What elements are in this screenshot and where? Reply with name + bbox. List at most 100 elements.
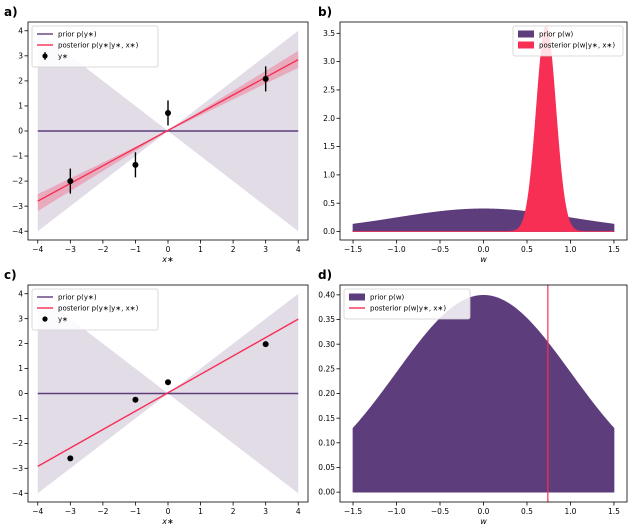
x-tick-label: −1 [130, 245, 141, 254]
y-tick-label: −2 [12, 439, 23, 448]
y-tick-label: 0.15 [318, 414, 335, 423]
x-tick-label: 4 [296, 245, 301, 254]
legend-label: prior p(y∗) [58, 294, 97, 302]
y-tick-label: 0.20 [318, 389, 335, 398]
y-tick-label: 1 [18, 102, 23, 111]
y-tick-label: −3 [12, 202, 23, 211]
plot-area [351, 25, 616, 232]
y-tick-label: 2 [18, 339, 23, 348]
plot-area [37, 30, 299, 232]
x-tick-label: 1.5 [608, 245, 620, 254]
x-tick-label: −1 [130, 507, 141, 516]
x-tick-label: −1.0 [387, 507, 405, 516]
y-tick-label: 0 [18, 127, 23, 136]
legend-handle-patch [518, 41, 534, 49]
band-posterior-right [168, 50, 299, 131]
x-tick-label: 1 [198, 507, 203, 516]
y-tick-label: 3 [18, 314, 23, 323]
x-tick-label: 2 [231, 245, 236, 254]
x-tick-label: 1.0 [565, 507, 577, 516]
data-point [132, 161, 139, 168]
y-tick-label: 0 [18, 389, 23, 398]
x-tick-label: −1.5 [344, 507, 362, 516]
y-tick-label: −3 [12, 464, 23, 473]
y-tick-label: 0.10 [318, 438, 335, 447]
panel-label: c) [4, 268, 17, 282]
x-tick-label: −3 [65, 245, 76, 254]
x-tick-label: −4 [32, 245, 43, 254]
legend-handle-marker [42, 53, 48, 59]
y-tick-label: 1.0 [323, 170, 335, 179]
x-tick-label: 1.0 [565, 245, 577, 254]
series-0-density-area [352, 294, 615, 493]
y-tick-label: 0.40 [318, 290, 335, 299]
x-tick-label: −0.5 [431, 245, 449, 254]
legend-box [31, 25, 159, 68]
y-tick-label: 0.05 [318, 463, 335, 472]
y-tick-label: 4 [18, 289, 23, 298]
x-tick-label: 0.0 [478, 245, 490, 254]
legend-label: posterior p(y∗|y∗, x∗) [58, 42, 139, 50]
legend: prior p(w) posterior p(w|y∗, x∗) [512, 25, 624, 57]
panel-d: d) −1.5 −1.0 −0.5 0.0 0.5 1.0 1.5 0.00 0.05 0.10 0.… [318, 268, 628, 526]
y-tick-label: 0.35 [318, 315, 335, 324]
x-axis-label: w [480, 255, 487, 264]
legend-handle-patch [518, 30, 534, 38]
y-tick-label: −4 [12, 227, 23, 236]
y-tick-label: 3 [18, 51, 23, 60]
y-tick-label: −4 [12, 489, 23, 498]
x-axis-label: w [480, 517, 487, 526]
x-tick-label: 1 [198, 245, 203, 254]
y-tick-label: 2 [18, 76, 23, 85]
y-tick-label: 0.00 [318, 488, 335, 497]
data-point [132, 396, 139, 403]
y-tick-label: 4 [18, 26, 23, 35]
panel-b: b) −1.5 −1.0 −0.5 0.0 0.5 1.0 1.5 0.0 0.5 1.0 1.5 2.… [318, 5, 628, 264]
legend: prior p(w) posterior p(w|y∗, x∗) [343, 288, 471, 320]
x-tick-label: 0.5 [521, 507, 533, 516]
y-tick-label: 0.25 [318, 364, 335, 373]
x-axis-label: x∗ [161, 255, 173, 264]
data-point [67, 178, 74, 185]
x-tick-label: 0.5 [521, 245, 533, 254]
legend-handle-marker [42, 316, 48, 322]
legend-label: posterior p(w|y∗, x∗) [370, 305, 446, 313]
data-point [262, 341, 269, 348]
x-tick-label: 4 [296, 507, 301, 516]
legend-box [343, 288, 471, 320]
y-tick-label: 0.5 [323, 199, 335, 208]
x-tick-label: −1.5 [344, 245, 362, 254]
legend-box [512, 25, 624, 57]
x-tick-label: 1.5 [608, 507, 620, 516]
y-tick-label: 3.5 [323, 29, 335, 38]
y-tick-label: 2.5 [323, 86, 335, 95]
data-point [67, 455, 74, 462]
x-tick-label: 2 [231, 507, 236, 516]
panel-a: a) −4 −3 −2 −1 0 1 2 3 4 −4 −3 −2 −1 0 1 2 3 4 x∗ prior p(y∗… [4, 5, 309, 264]
x-tick-label: −1.0 [387, 245, 405, 254]
band-posterior-left [37, 131, 168, 212]
series-1-line [37, 318, 299, 467]
series-0-density-area [352, 208, 615, 232]
data-point [165, 379, 171, 386]
y-tick-label: 1 [18, 364, 23, 373]
data-point [262, 75, 269, 82]
y-tick-label: 0.0 [323, 227, 335, 236]
panel-c: c) −4 −3 −2 −1 0 1 2 3 4 −4 −3 −2 −1 0 1 2 3 4 x∗ prior p(y∗… [4, 268, 309, 526]
x-tick-label: 3 [263, 507, 268, 516]
x-tick-label: 0 [166, 507, 171, 516]
plot-area [37, 293, 299, 494]
panel-label: b) [318, 5, 332, 19]
legend: prior p(y∗) posterior p(y∗|y∗, x∗) y∗ [31, 288, 159, 331]
panel-label: d) [318, 268, 332, 282]
y-tick-label: 1.5 [323, 142, 335, 151]
y-tick-label: 2.0 [323, 114, 335, 123]
legend: prior p(y∗) posterior p(y∗|y∗, x∗) y∗ [31, 25, 159, 68]
legend-label: y∗ [58, 53, 68, 61]
x-tick-label: −2 [97, 507, 108, 516]
legend-label: posterior p(w|y∗, x∗) [539, 42, 615, 50]
panel-label: a) [4, 5, 18, 19]
y-tick-label: −1 [12, 414, 23, 423]
legend-label: prior p(y∗) [58, 31, 97, 39]
